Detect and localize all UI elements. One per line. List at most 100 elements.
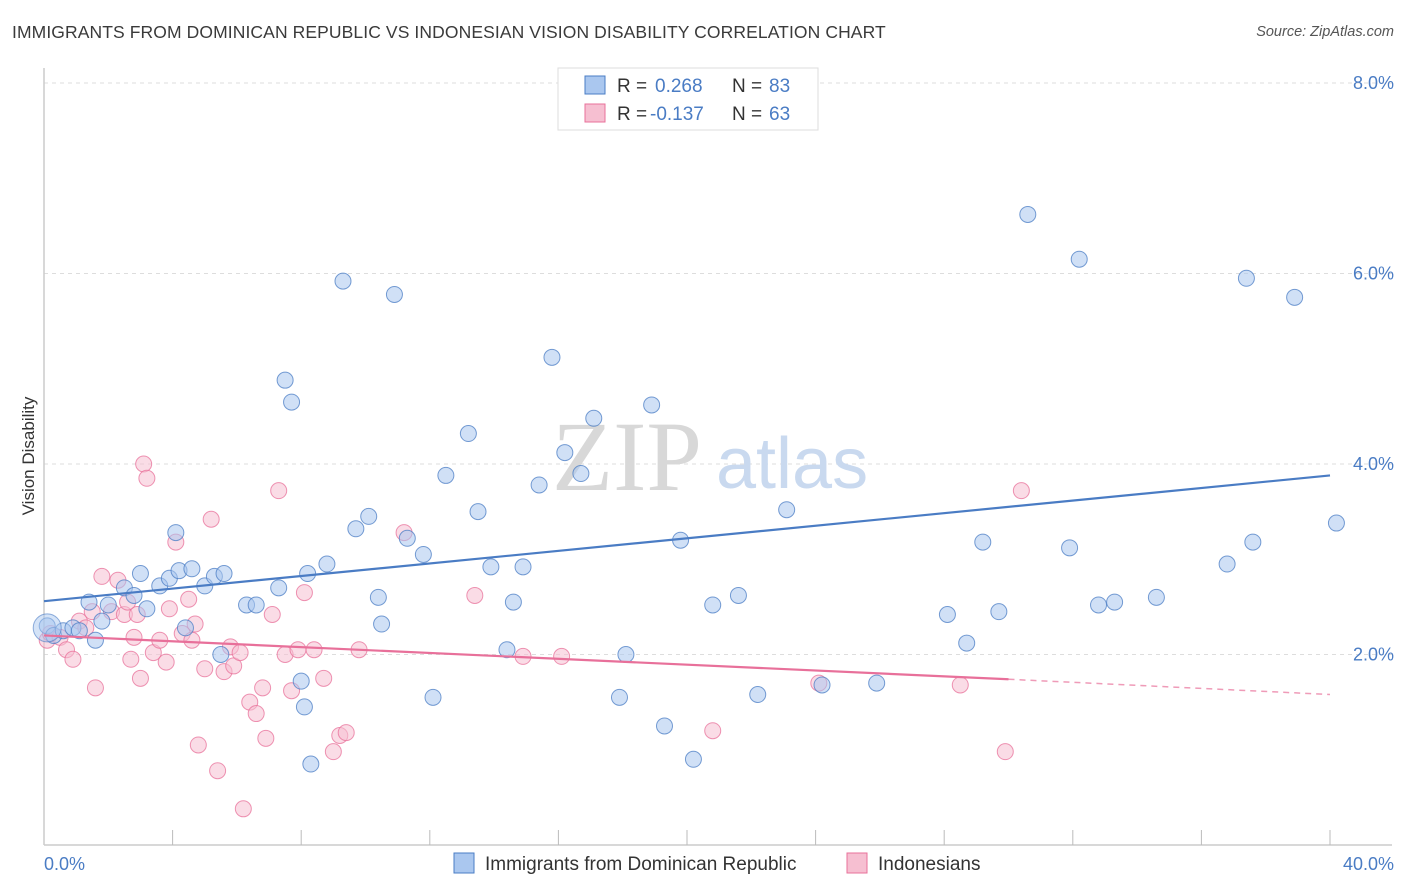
data-point — [459, 425, 477, 443]
data-point — [292, 672, 310, 690]
y-tick-label: 8.0% — [1353, 73, 1394, 93]
data-point — [778, 501, 796, 519]
data-point — [385, 285, 403, 303]
bottom-legend: Immigrants from Dominican Republic Indon… — [453, 852, 980, 875]
data-point — [337, 724, 355, 742]
data-point — [138, 600, 156, 618]
trend-lines — [43, 474, 1331, 696]
data-point — [247, 596, 265, 614]
data-point — [585, 409, 603, 427]
data-point — [347, 520, 365, 538]
data-point — [167, 524, 185, 542]
data-point — [295, 584, 313, 602]
grid-lines — [44, 82, 1392, 655]
data-point — [543, 348, 561, 366]
data-point — [160, 600, 178, 618]
data-point — [1218, 555, 1236, 573]
legend-n-label-2: N = — [732, 104, 762, 125]
data-point — [202, 510, 220, 528]
data-point — [553, 647, 571, 665]
data-point — [414, 545, 432, 563]
data-point — [504, 593, 522, 611]
data-point — [1237, 269, 1255, 287]
data-point — [974, 533, 992, 551]
series-indonesians — [38, 455, 1030, 818]
data-point — [498, 641, 516, 659]
data-point — [1090, 596, 1108, 614]
source-label: Source: ZipAtlas.com — [1256, 24, 1394, 40]
watermark-atlas: atlas — [716, 424, 868, 504]
data-point — [212, 646, 230, 663]
data-point — [254, 679, 272, 697]
legend-n-label-1: N = — [732, 76, 762, 97]
data-point — [1070, 250, 1088, 268]
data-point — [466, 586, 484, 604]
data-point — [482, 558, 500, 576]
bottom-legend-label-pink: Indonesians — [878, 854, 980, 875]
data-point — [189, 736, 207, 754]
data-point — [70, 622, 88, 640]
data-point — [209, 762, 227, 780]
data-point — [951, 676, 969, 694]
data-point — [1244, 533, 1262, 551]
data-point — [196, 660, 214, 678]
legend-swatch-pink — [584, 103, 606, 123]
data-point — [556, 444, 574, 462]
data-point — [868, 674, 886, 692]
data-point — [1019, 205, 1037, 223]
legend-r-label-2: R = — [617, 104, 647, 125]
data-point — [138, 469, 156, 487]
data-point — [176, 619, 194, 637]
data-point — [938, 605, 956, 623]
y-axis-label: Vision Disability — [19, 396, 38, 515]
data-point — [295, 698, 313, 716]
data-point — [1147, 588, 1165, 606]
data-point — [299, 565, 317, 583]
data-point — [86, 679, 104, 697]
data-point — [64, 650, 82, 668]
data-point — [183, 560, 201, 578]
x-tick-label-min: 0.0% — [44, 854, 85, 874]
data-point — [398, 529, 416, 547]
data-point — [643, 396, 661, 414]
data-point — [215, 565, 233, 583]
x-ticks — [172, 830, 1331, 845]
data-point — [135, 455, 153, 473]
data-point — [283, 393, 301, 411]
data-point — [373, 615, 391, 633]
data-point — [32, 613, 62, 643]
data-point — [437, 466, 455, 484]
data-point — [749, 686, 767, 704]
data-point — [315, 669, 333, 687]
data-point — [813, 676, 831, 694]
data-point — [1286, 288, 1304, 306]
x-tick-label-max: 40.0% — [1343, 854, 1394, 874]
data-point — [157, 653, 175, 671]
data-point — [86, 631, 104, 649]
watermark-zip: ZIP — [552, 401, 702, 512]
watermark: ZIP atlas — [552, 401, 868, 512]
chart-title: IMMIGRANTS FROM DOMINICAN REPUBLIC VS IN… — [12, 22, 886, 42]
trend-line-dominican-republic — [43, 474, 1331, 603]
data-point — [99, 596, 117, 614]
data-point — [93, 567, 111, 585]
data-point — [131, 669, 149, 687]
data-point — [572, 465, 590, 483]
trend-line-indonesians — [43, 634, 1009, 681]
data-point — [180, 590, 198, 608]
data-point — [270, 482, 288, 500]
legend-r-value-2: -0.137 — [650, 104, 704, 125]
data-point — [231, 644, 249, 662]
data-point — [610, 688, 628, 706]
bottom-legend-swatch-pink — [846, 852, 868, 874]
y-tick-label: 2.0% — [1353, 645, 1394, 665]
data-point — [1327, 514, 1345, 532]
data-point — [1061, 539, 1079, 557]
data-point — [125, 628, 143, 646]
legend-swatch-blue — [584, 75, 606, 95]
data-point — [302, 755, 320, 773]
trend-line-indonesians-extension — [1008, 678, 1331, 696]
axes — [43, 68, 1392, 846]
data-point — [257, 729, 275, 747]
